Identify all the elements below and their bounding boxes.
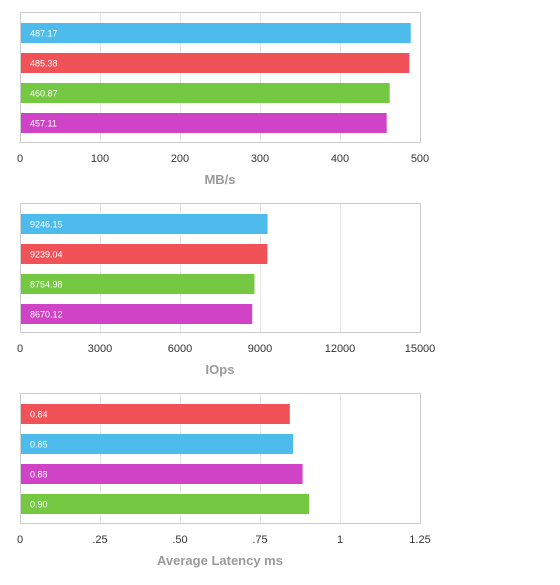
- chart-2-bar-1: [21, 434, 293, 454]
- chart-1-tick-label-5: 15000: [405, 343, 436, 355]
- chart-0-bar-label-0: 487.17: [30, 29, 58, 39]
- chart-1-bar-1: [21, 244, 268, 264]
- chart-2-bar-0: [21, 404, 290, 424]
- chart-1-frame: [20, 203, 421, 333]
- chart-2-bar-label-1: 0.85: [30, 440, 48, 450]
- chart-0-bar-label-3: 457.11: [30, 119, 57, 129]
- chart-0-tick-label-5: 500: [411, 153, 429, 165]
- chart-0-bar-1: [21, 53, 410, 73]
- chart-1-bar-label-2: 8754.98: [30, 280, 63, 290]
- chart-0-tick-label-4: 400: [331, 153, 349, 165]
- chart-0-tick-label-1: 100: [91, 153, 109, 165]
- chart-2-tick-label-5: 1.25: [409, 534, 430, 546]
- chart-1-bar-label-3: 8670.12: [30, 310, 63, 320]
- chart-1-bar-0: [21, 214, 268, 234]
- chart-2-bar-3: [21, 494, 309, 514]
- chart-0-axis-label: MB/s: [204, 172, 235, 187]
- chart-2-bar-label-0: 0.84: [30, 410, 48, 420]
- chart-0-bar-label-2: 460.87: [30, 89, 58, 99]
- chart-2-bar-2: [21, 464, 303, 484]
- chart-0-tick-label-2: 200: [171, 153, 189, 165]
- chart-1-tick-label-0: 0: [17, 343, 23, 355]
- chart-0-bar-label-1: 485.38: [30, 59, 58, 69]
- chart-1-tick-label-2: 6000: [168, 343, 192, 355]
- chart-1-tick-label-1: 3000: [88, 343, 112, 355]
- chart-0-bar-2: [21, 83, 390, 103]
- chart-2-bar-label-3: 0.90: [30, 500, 48, 510]
- chart-2-tick-label-2: .50: [172, 534, 187, 546]
- chart-1-bar-3: [21, 304, 253, 324]
- chart-0-frame: [20, 12, 421, 143]
- chart-1-bar-label-0: 9246.15: [30, 220, 63, 230]
- chart-1-tick-label-4: 12000: [325, 343, 356, 355]
- chart-0-bar-3: [21, 113, 387, 133]
- chart-2-tick-label-3: .75: [252, 534, 267, 546]
- chart-1-tick-label-3: 9000: [248, 343, 272, 355]
- chart-0-tick-label-0: 0: [17, 153, 23, 165]
- chart-0-bar-0: [21, 23, 411, 43]
- chart-0-tick-label-3: 300: [251, 153, 269, 165]
- chart-2-tick-label-4: 1: [337, 534, 343, 546]
- chart-2-axis-label: Average Latency ms: [157, 553, 283, 568]
- chart-2-tick-label-0: 0: [17, 534, 23, 546]
- chart-1-bar-2: [21, 274, 255, 294]
- chart-1-bar-label-1: 9239.04: [30, 250, 63, 260]
- chart-2-tick-label-1: .25: [92, 534, 107, 546]
- chart-2-bar-label-2: 0.88: [30, 470, 48, 480]
- chart-1-axis-label: IOps: [206, 362, 235, 377]
- chart-2-frame: [20, 393, 421, 524]
